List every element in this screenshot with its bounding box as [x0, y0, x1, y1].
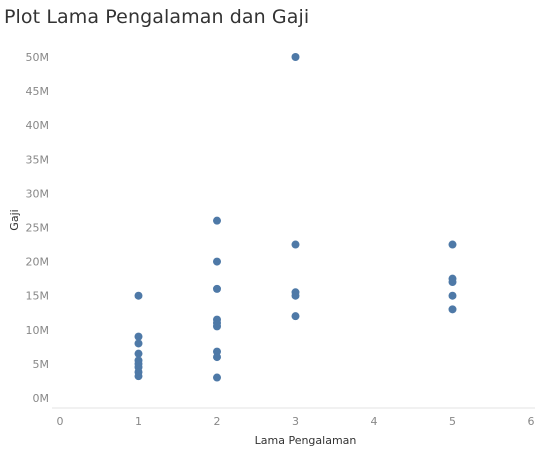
y-tick-label: 20M [26, 256, 50, 269]
data-point [213, 284, 221, 293]
data-point [213, 322, 221, 331]
chart-title: Plot Lama Pengalaman dan Gaji [4, 6, 310, 28]
y-tick-label: 15M [26, 290, 50, 303]
data-point [134, 372, 143, 381]
y-tick-label: 0M [33, 392, 50, 405]
data-point [291, 53, 300, 61]
y-tick-label: 10M [26, 324, 50, 337]
y-axis-label: Gaji [8, 209, 21, 230]
x-axis-label: Lama Pengalaman [255, 434, 357, 447]
x-tick-label: 2 [214, 415, 221, 428]
data-point [134, 332, 143, 341]
x-tick-label: 4 [371, 415, 378, 428]
data-point [291, 312, 300, 321]
x-tick-label: 0 [57, 415, 64, 428]
y-tick-label: 25M [26, 222, 50, 235]
data-point [291, 240, 300, 249]
x-tick-label: 1 [135, 415, 142, 428]
y-tick-label: 50M [26, 51, 50, 64]
data-point [291, 291, 300, 300]
data-point [134, 349, 143, 358]
data-point [213, 216, 221, 225]
data-point [448, 305, 457, 314]
y-tick-label: 5M [33, 358, 50, 371]
x-tick-label: 6 [528, 415, 535, 428]
y-tick-label: 35M [26, 153, 50, 166]
data-point [448, 278, 457, 287]
x-tick-label: 3 [292, 415, 299, 428]
data-point [134, 339, 143, 348]
data-point [213, 353, 221, 362]
y-tick-label: 30M [26, 187, 50, 200]
y-tick-label: 45M [26, 85, 50, 98]
data-point [213, 373, 221, 382]
data-point [448, 291, 457, 300]
data-point [134, 291, 143, 300]
data-point [448, 240, 457, 249]
data-point [213, 257, 221, 266]
x-tick-label: 5 [449, 415, 456, 428]
y-tick-label: 40M [26, 119, 50, 132]
